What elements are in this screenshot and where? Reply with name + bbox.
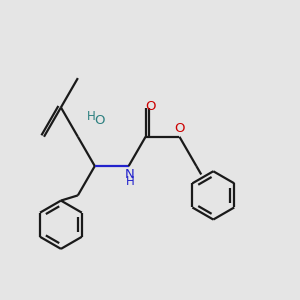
Text: O: O (146, 100, 156, 113)
Text: N: N (125, 168, 135, 181)
Text: O: O (174, 122, 185, 135)
Text: H: H (126, 175, 134, 188)
Text: H: H (87, 110, 95, 123)
Text: O: O (94, 114, 104, 127)
